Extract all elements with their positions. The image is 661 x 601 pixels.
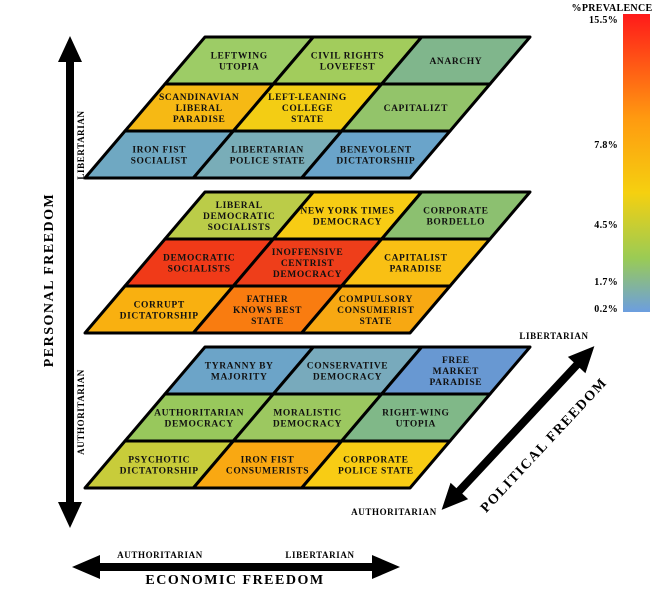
cell-label: DEMOCRACY [165,420,234,430]
cell-label: UTOPIA [219,63,259,73]
color-scale [623,14,650,312]
personal-bottom-label: AUTHORITARIAN [76,369,86,455]
cell-label: PARADISE [173,115,226,125]
cell-label: CONSUMERIST [337,306,414,316]
cell-label: SOCIALISTS [168,265,231,275]
cell-label: LEFTWING [211,52,268,62]
political-top-label: LIBERTARIAN [519,331,588,341]
cell-label: IRON FIST [241,456,295,466]
economic-axis-arrow [72,555,400,579]
political-bottom-label: AUTHORITARIAN [351,507,437,517]
personal-top-label: LIBERTARIAN [76,110,86,179]
cell-label: ANARCHY [429,57,482,67]
cell-label: CORRUPT [134,301,185,311]
cell-label: DICTATORSHIP [120,467,199,477]
cell-label: PARADISE [389,265,442,275]
cell-label: FATHER [247,295,289,305]
cell-label: CAPITALIST [384,254,447,264]
cell-label: CORPORATE [343,456,408,466]
cell-label: BORDELLO [427,218,486,228]
cell-label: DICTATORSHIP [336,157,415,167]
cell-label: LEFT-LEANING [268,93,347,103]
cell-label: PARADISE [429,378,482,388]
cell-label: SOCIALISTS [208,223,271,233]
cell-label: DEMOCRACY [273,420,342,430]
cell-label: DEMOCRACY [313,218,382,228]
cell-label: CIVIL RIGHTS [311,52,384,62]
cell-label: KNOWS BEST [233,306,302,316]
economic-right-label: LIBERTARIAN [285,550,354,560]
cell-label: MAJORITY [211,373,268,383]
political-axis-arrow [441,346,595,510]
cell-label: CORPORATE [423,207,488,217]
cell-label: DEMOCRATIC [203,212,275,222]
cell [300,439,452,490]
cell-label: CONSUMERISTS [226,467,309,477]
cell-label: LIBERTARIAN [231,146,304,156]
cell-label: CAPITALIZT [384,104,448,114]
cell-label: TYRANNY BY [205,362,274,372]
cell-label: DEMOCRACY [313,373,382,383]
cell-label: CENTRIST [281,259,334,269]
cell-label: MARKET [433,367,479,377]
cell-label: AUTHORITARIAN [154,409,244,419]
cell-label: CONSERVATIVE [307,362,388,372]
personal-axis-arrow [58,36,82,528]
cell-label: DICTATORSHIP [120,312,199,322]
cell-label: STATE [251,317,284,327]
economic-left-label: AUTHORITARIAN [117,550,203,560]
cell-label: INOFFENSIVE [272,248,344,258]
legend-tick-label: 4.5% [594,220,618,231]
cell-label: IRON FIST [132,146,186,156]
cell [300,284,452,335]
cell-label: COMPULSORY [339,295,413,305]
economic-axis-label: ECONOMIC FREEDOM [145,573,324,588]
cell-label: BENEVOLENT [340,146,412,156]
cell-label: DEMOCRACY [273,270,342,280]
cell-label: LOVEFEST [320,63,376,73]
legend-tick-label: 1.7% [594,277,618,288]
cell-label: LIBERAL [216,201,263,211]
legend-tick-label: 7.8% [594,140,618,151]
legend-tick-label: 15.5% [589,15,618,26]
cell-label: UTOPIA [396,420,436,430]
cell-label: POLICE STATE [338,467,414,477]
cell-label: NEW YORK TIMES [300,207,394,217]
cell-label: MORALISTIC [273,409,341,419]
legend-ticks: 15.5% 7.8% 4.5% 1.7% 0.2% [589,15,618,315]
cell-label: SCANDINAVIAN [159,93,239,103]
cell-label: STATE [291,115,324,125]
cell-label: COLLEGE [282,104,333,114]
cell-label: RIGHT-WING [382,409,449,419]
cell [300,129,452,180]
legend-tick-label: 0.2% [594,304,618,315]
cell-label: POLICE STATE [230,157,306,167]
cell-label: SOCIALIST [131,157,188,167]
legend-title: %PREVALENCE [572,3,653,14]
cell-label: STATE [359,317,392,327]
cell-label: DEMOCRATIC [163,254,235,264]
personal-axis-label: PERSONAL FREEDOM [42,193,57,368]
cell-label: PSYCHOTIC [128,456,190,466]
cell-label: LIBERAL [176,104,223,114]
cell-label: FREE [442,356,470,366]
